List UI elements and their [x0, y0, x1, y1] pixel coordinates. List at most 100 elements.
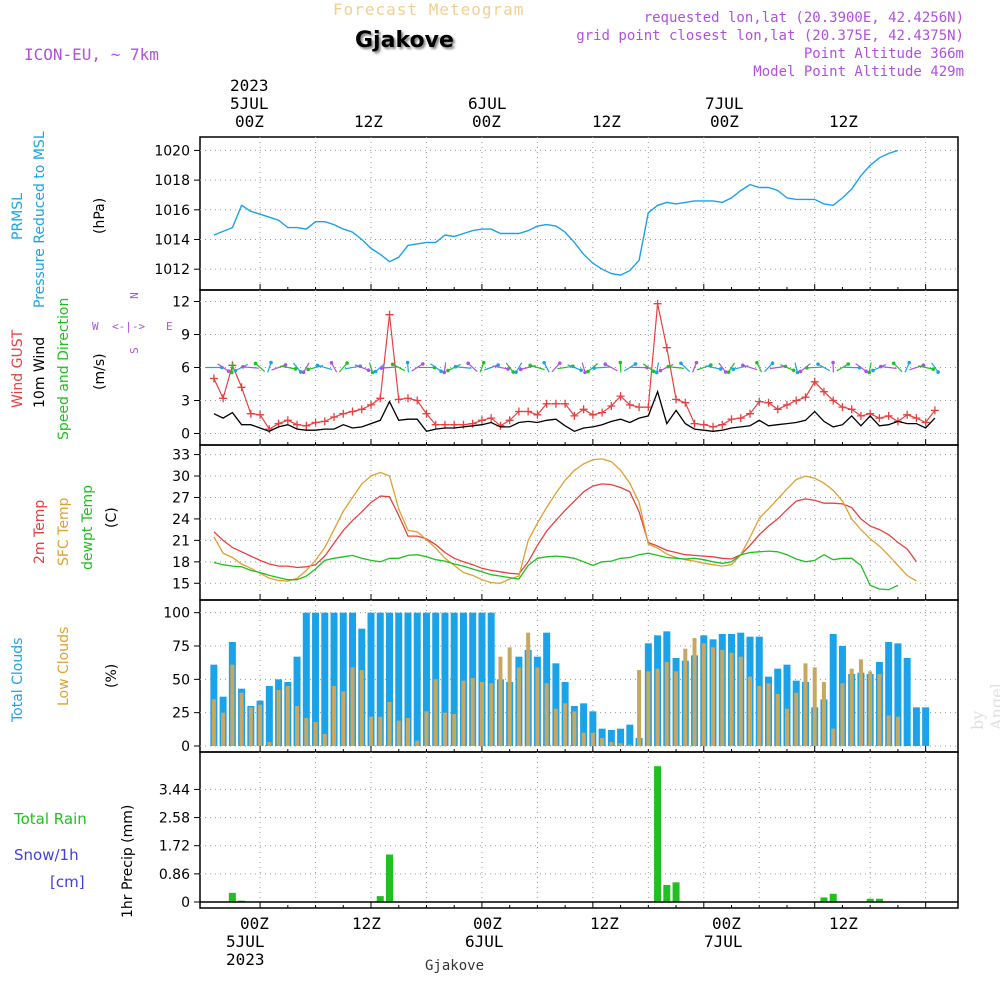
- total-cloud-bar: [829, 634, 837, 746]
- top-tick-label-1: 00Z: [235, 112, 264, 131]
- low-cloud-bar: [489, 683, 494, 746]
- low-cloud-bar: [452, 714, 457, 746]
- temp-ytick-label: 27: [172, 490, 190, 506]
- total-rain-label: Total Rain: [14, 810, 87, 828]
- gust-marker: [709, 422, 718, 431]
- rain-bar: [875, 898, 883, 902]
- gust-marker: [884, 411, 893, 420]
- rain-bar: [376, 896, 384, 902]
- wind-direction-arrowhead: [846, 362, 851, 366]
- total-cloud-bar: [903, 658, 911, 746]
- wind-direction-arrowhead: [329, 360, 334, 365]
- temp-panel: 15 18 21 24 27 30 33: [172, 444, 959, 601]
- wind-direction-arrow: [817, 363, 831, 372]
- gust-marker: [773, 405, 782, 414]
- gust-marker: [357, 405, 366, 414]
- low-cloud-bar: [230, 664, 235, 746]
- low-cloud-bar: [415, 740, 420, 746]
- wind-direction-arrowhead: [741, 363, 745, 368]
- wind-direction-arrowhead: [466, 361, 471, 366]
- gust-marker: [487, 414, 496, 423]
- gust-marker: [653, 299, 662, 308]
- wind-direction-arrowhead: [442, 370, 447, 375]
- pressure-ytick-label: 1014: [154, 232, 190, 248]
- gust-marker: [588, 410, 597, 419]
- meteogram-subtitle: Forecast Meteogram: [333, 0, 525, 19]
- clouds-panel: 0 25 50 75 100: [163, 599, 959, 755]
- wind-direction-arrowhead: [293, 367, 298, 371]
- low-cloud-bar: [674, 671, 679, 746]
- gust-marker: [819, 387, 828, 396]
- wind-direction-arrowhead: [804, 366, 809, 370]
- wind-direction-arrowhead: [298, 370, 303, 374]
- gust-marker: [847, 405, 856, 414]
- low-cloud-bar: [692, 638, 697, 746]
- wind-direction-arrowhead: [542, 360, 546, 365]
- gust-marker: [755, 397, 764, 406]
- low-cloud-bar: [886, 715, 891, 746]
- low-cloud-bar: [322, 734, 327, 746]
- wind-direction-arrowhead: [633, 362, 638, 366]
- wind-direction-arrowhead: [370, 370, 375, 375]
- compass-e: E: [166, 320, 173, 333]
- wind-direction-arrow: [880, 365, 897, 370]
- gust-marker: [219, 394, 228, 403]
- low-cloud-bar: [442, 712, 447, 746]
- top-day-label-3: 7JUL: [705, 94, 744, 113]
- low-cloud-bar: [211, 699, 216, 746]
- total-cloud-bar: [312, 612, 320, 746]
- wind-direction-arrowhead: [936, 370, 940, 374]
- low-cloud-bar: [359, 670, 364, 746]
- low-cloud-bar: [239, 692, 244, 746]
- precip-ytick-label: 0: [181, 895, 190, 911]
- gust-marker: [293, 420, 302, 429]
- wind-direction-arrow: [492, 365, 509, 370]
- wind-direction-arrowhead: [592, 366, 596, 370]
- wind-direction-arrow: [769, 365, 786, 370]
- wind-direction-arrow: [843, 366, 860, 369]
- low-cloud-bar: [840, 683, 845, 746]
- wind-direction-arrow: [855, 363, 867, 372]
- low-cloud-bar: [683, 648, 688, 746]
- wind-direction-arrow: [484, 364, 499, 371]
- gust-marker: [394, 395, 403, 404]
- wind-ytick-label: 12: [172, 295, 190, 311]
- gust-marker: [930, 406, 939, 415]
- t2m-line: [213, 483, 917, 575]
- top-tick-label-2: 12Z: [354, 112, 383, 131]
- pressure-ytick-label: 1012: [154, 262, 190, 278]
- wind-direction-arrowhead: [723, 370, 728, 374]
- wind-direction-arrow: [917, 365, 934, 370]
- temp-ytick-label: 21: [172, 533, 190, 549]
- low-cloud-bar: [849, 668, 854, 746]
- wind-direction-arrow: [551, 362, 561, 373]
- gust-marker: [625, 400, 634, 409]
- wind-direction-arrowhead: [439, 369, 443, 374]
- low-cloud-bar: [516, 667, 521, 746]
- low-cloud-bar: [544, 683, 549, 746]
- gust-marker: [376, 394, 385, 403]
- low-cloud-bar: [258, 704, 263, 746]
- wind-direction-arrowhead: [306, 367, 310, 372]
- wind-direction-arrow: [705, 365, 721, 370]
- wind-direction-arrow: [381, 366, 398, 369]
- total-cloud-bar: [422, 612, 430, 746]
- wind-direction-arrow: [931, 362, 939, 373]
- wind-direction-arrowhead: [795, 370, 800, 375]
- total-cloud-bar: [617, 728, 625, 746]
- low-cloud-bar: [498, 656, 503, 746]
- wind-direction-arrowhead: [583, 370, 587, 375]
- gust-marker: [367, 400, 376, 409]
- wind-direction-arrow: [567, 364, 582, 371]
- model-altitude: Model Point Altitude 429m: [753, 64, 964, 80]
- wind-direction-arrowhead: [871, 368, 875, 373]
- wind-direction-arrowhead: [658, 368, 663, 373]
- total-cloud-bar: [321, 612, 329, 746]
- low-cloud-bar: [766, 683, 771, 746]
- wind-direction-arrow: [642, 363, 654, 372]
- gust-marker: [912, 414, 921, 423]
- total-cloud-bar: [404, 612, 412, 746]
- rain-bar: [829, 893, 837, 902]
- low-cloud-bar: [729, 652, 734, 746]
- wind-direction-arrow: [317, 364, 333, 371]
